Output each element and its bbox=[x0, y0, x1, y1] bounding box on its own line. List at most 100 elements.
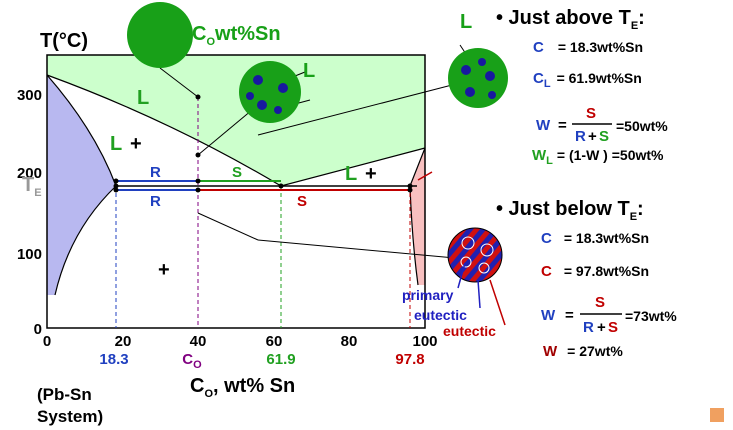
result: =73wt% bbox=[625, 308, 677, 324]
heading-main: • Just above T bbox=[496, 7, 631, 29]
micro-label: eutectic bbox=[414, 307, 467, 323]
region-label: L bbox=[345, 163, 357, 185]
y-tick: 200 bbox=[17, 165, 42, 182]
x-mark-main: C bbox=[182, 351, 193, 368]
x-title-main: C bbox=[190, 375, 204, 397]
below-panel: • Just below TE: C = 18.3wt%Sn C = 97.8wt%… bbox=[496, 198, 677, 360]
x-tick: 0 bbox=[43, 333, 51, 350]
micro-label: eutectic bbox=[443, 323, 496, 339]
den-plus: + bbox=[588, 128, 597, 145]
sym: W bbox=[536, 117, 551, 134]
x-mark: CO bbox=[182, 351, 202, 371]
system-label: (Pb-Sn bbox=[37, 385, 92, 404]
heading-sub: E bbox=[630, 211, 637, 223]
x-tick: 80 bbox=[341, 333, 358, 350]
corner-icon bbox=[710, 408, 724, 422]
comp-rest: wt%Sn bbox=[214, 23, 281, 45]
composition-label: COwt%Sn bbox=[192, 23, 281, 48]
den-s: S bbox=[608, 319, 618, 336]
region-label: + bbox=[158, 259, 170, 281]
x-tick: 40 bbox=[190, 333, 207, 350]
eutectic-circle bbox=[447, 227, 503, 283]
x-title: CO, wt% Sn bbox=[190, 375, 295, 400]
te-main: T bbox=[22, 174, 34, 196]
alpha-region bbox=[47, 75, 116, 295]
region-label: + bbox=[130, 133, 142, 155]
sym-sub: L bbox=[546, 155, 553, 167]
y-tick: 0 bbox=[34, 321, 42, 338]
sym: W bbox=[541, 307, 556, 324]
eq-sign: = bbox=[565, 307, 574, 324]
frame bbox=[46, 54, 426, 329]
y-tick: 100 bbox=[17, 246, 42, 263]
heading-end: : bbox=[638, 7, 645, 29]
micro-label: primary bbox=[402, 287, 454, 303]
comp-sub: O bbox=[206, 36, 215, 48]
liquid-label: L bbox=[460, 11, 472, 33]
den-plus: + bbox=[597, 319, 606, 336]
x-tick: 100 bbox=[412, 333, 437, 350]
region-label: L bbox=[110, 133, 122, 155]
heading-sub: E bbox=[631, 20, 638, 32]
region-labels: L L + + L + R S R S bbox=[110, 87, 377, 281]
y-tick: 300 bbox=[17, 87, 42, 104]
region-label: + bbox=[365, 163, 377, 185]
heading-end: : bbox=[637, 198, 644, 220]
den-r: R bbox=[583, 319, 594, 336]
mixture-circle bbox=[448, 48, 508, 108]
sym-sub: L bbox=[544, 78, 551, 90]
above-panel: • Just above TE: C = 18.3wt%Sn C L = 61.9wt… bbox=[496, 7, 668, 167]
heading: • Just below TE: bbox=[496, 198, 644, 223]
te-sub: E bbox=[34, 187, 41, 199]
comp-main: C bbox=[192, 23, 206, 45]
eq: W = 27wt% bbox=[543, 343, 623, 360]
den-s: S bbox=[599, 128, 609, 145]
eq: C = 18.3wt%Sn bbox=[541, 230, 649, 247]
arrow bbox=[417, 171, 433, 181]
micro-arrows bbox=[457, 262, 506, 326]
eq-text: = 97.8wt%Sn bbox=[564, 263, 649, 279]
x-title-rest: , wt% Sn bbox=[213, 375, 295, 397]
x-mark: 18.3 bbox=[99, 351, 128, 368]
tie-label: R bbox=[150, 193, 161, 210]
eq-text: = 18.3wt%Sn bbox=[564, 230, 649, 246]
sym: C bbox=[541, 263, 552, 280]
den-r: R bbox=[575, 128, 586, 145]
heading-main: • Just below T bbox=[496, 198, 630, 220]
region-label: L bbox=[137, 87, 149, 109]
x-mark-sub: O bbox=[193, 359, 202, 371]
eq-text: = (1-W ) =50wt% bbox=[557, 147, 664, 163]
eq-text: = 27wt% bbox=[567, 343, 623, 359]
sym: C bbox=[533, 39, 544, 56]
eq-sign: = bbox=[558, 117, 567, 134]
sym: W bbox=[532, 147, 547, 164]
eq: WL = (1-W ) =50wt% bbox=[532, 147, 664, 167]
x-title-sub: O bbox=[204, 388, 213, 400]
eq-text: = 61.9wt%Sn bbox=[557, 70, 642, 86]
heading: • Just above TE: bbox=[496, 7, 645, 32]
eq-text: = 18.3wt%Sn bbox=[558, 39, 643, 55]
liquid-label: L bbox=[303, 60, 315, 82]
liquid-circle bbox=[127, 2, 193, 68]
x-tick: 20 bbox=[115, 333, 132, 350]
eq: C = 97.8wt%Sn bbox=[541, 263, 649, 280]
liquid-region bbox=[47, 55, 425, 186]
eq: C = 18.3wt%Sn bbox=[533, 39, 643, 56]
x-mark: 97.8 bbox=[395, 351, 424, 368]
eq: CL = 61.9wt%Sn bbox=[533, 70, 642, 90]
tie-label: S bbox=[232, 164, 242, 181]
y-title: T(°C) bbox=[40, 30, 88, 52]
system-label: System) bbox=[37, 407, 103, 426]
te-label: TE bbox=[22, 174, 42, 199]
result: =50wt% bbox=[616, 118, 668, 134]
phase-diagram bbox=[46, 44, 471, 329]
x-mark: 61.9 bbox=[266, 351, 295, 368]
beta-region bbox=[410, 148, 425, 285]
sym: W bbox=[543, 343, 558, 360]
numerator: S bbox=[586, 105, 596, 122]
microstructures: COwt%Sn L L primary eutectic eutectic bbox=[127, 2, 724, 422]
axis-labels: T(°C) 300 200 100 0 TE 0 20 40 60 80 100… bbox=[17, 30, 438, 426]
tie-label: S bbox=[297, 193, 307, 210]
x-tick: 60 bbox=[266, 333, 283, 350]
